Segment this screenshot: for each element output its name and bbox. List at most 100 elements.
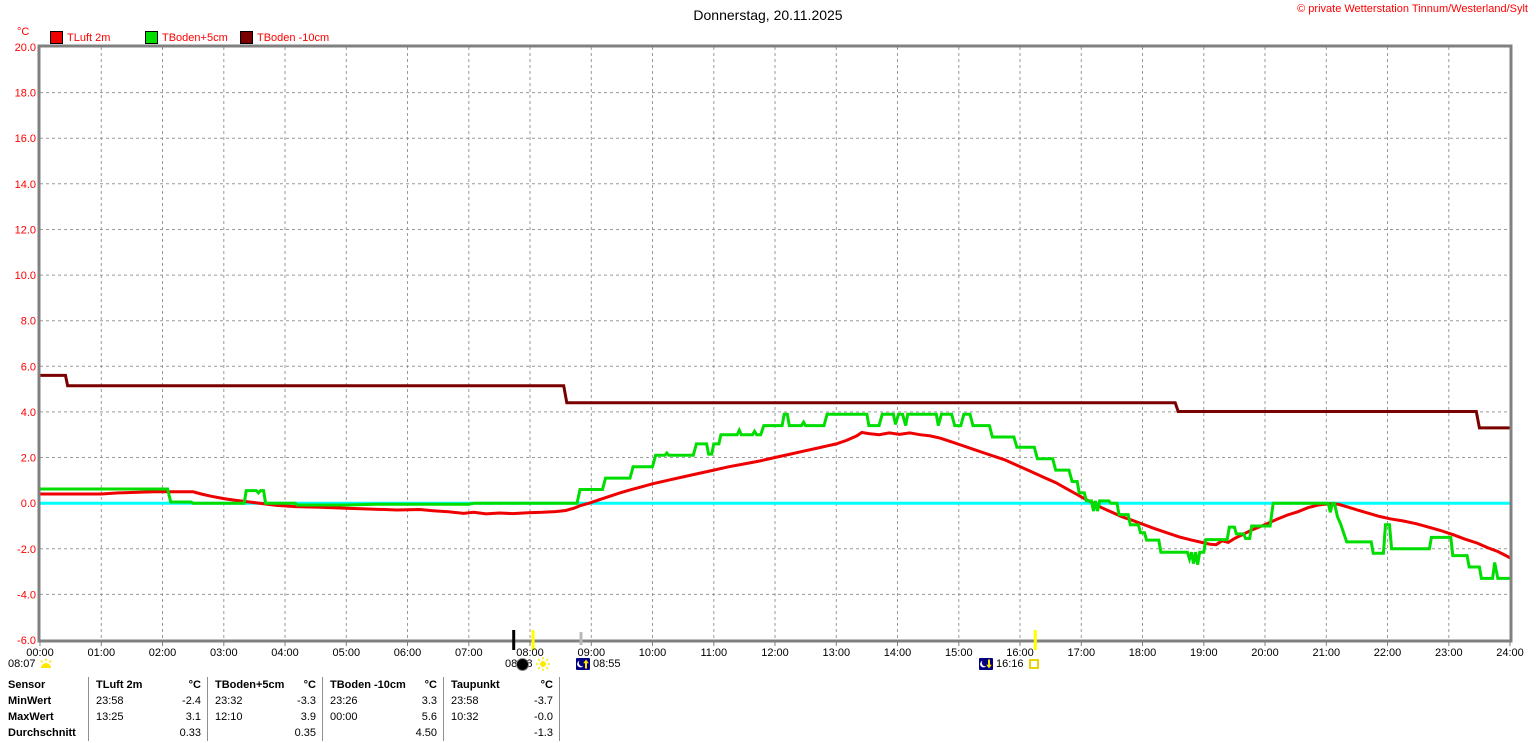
- sensor-name: TLuft 2m: [96, 679, 143, 691]
- x-axis-label: 24:00: [1496, 647, 1524, 659]
- x-axis-label: 17:00: [1068, 647, 1096, 659]
- min-time: 23:32: [215, 695, 243, 707]
- min-value: -3.3: [297, 695, 316, 707]
- x-axis-label: 08:00: [516, 647, 544, 659]
- table-col-header: TLuft 2m °C: [88, 677, 207, 693]
- chart-border: [37, 44, 1513, 643]
- y-axis-label: 20.0: [15, 42, 36, 54]
- sensor-unit: °C: [424, 679, 437, 691]
- x-axis-label: 02:00: [149, 647, 177, 659]
- y-axis-label: 10.0: [15, 270, 36, 282]
- x-axis-label: 06:00: [394, 647, 422, 659]
- table-cell: 13:25 3.1: [88, 709, 207, 725]
- legend-item-tboden-5cm: TBoden+5cm: [145, 30, 228, 45]
- min-time: 23:58: [96, 695, 124, 707]
- sun-icon: [535, 656, 550, 671]
- x-axis-label: 16:00: [1006, 647, 1034, 659]
- statistics-table: Sensor TLuft 2m °C TBoden+5cm °C TBoden …: [8, 677, 560, 741]
- moonset-time: 16:16: [996, 657, 1024, 670]
- x-axis-label: 13:00: [823, 647, 851, 659]
- new-moon-icon: [516, 657, 529, 671]
- table-row-label: MaxWert: [8, 711, 54, 723]
- table-cell: 12:10 3.9: [207, 709, 322, 725]
- x-axis-label: 15:00: [945, 647, 973, 659]
- table-cell: 00:00 5.6: [322, 709, 443, 725]
- y-axis-label: 6.0: [21, 361, 36, 373]
- y-axis-label: -2.0: [17, 544, 36, 556]
- avg-value: -1.3: [534, 727, 553, 739]
- x-axis-label: 21:00: [1313, 647, 1341, 659]
- x-axis-label: 07:00: [455, 647, 483, 659]
- y-axis-label: -4.0: [17, 589, 36, 601]
- x-axis-label: 23:00: [1435, 647, 1463, 659]
- table-corner-label: Sensor: [8, 679, 46, 691]
- sunrise-time: 08:07: [8, 657, 36, 670]
- table-row-label: Durchschnitt: [8, 727, 76, 739]
- max-time: 13:25: [96, 711, 124, 723]
- min-value: -2.4: [182, 695, 201, 707]
- y-axis-label: 4.0: [21, 407, 36, 419]
- avg-value: 4.50: [415, 727, 437, 739]
- y-axis-label: 18.0: [15, 88, 36, 100]
- table-cell: 4.50: [322, 725, 443, 741]
- page-title: Donnerstag, 20.11.2025: [693, 7, 843, 23]
- table-cell: 23:58 -3.7: [443, 693, 560, 709]
- max-value: 3.9: [300, 711, 316, 723]
- sensor-name: TBoden+5cm: [215, 679, 285, 691]
- sensor-unit: °C: [303, 679, 316, 691]
- max-value: -0.0: [534, 711, 553, 723]
- x-axis-label: 10:00: [639, 647, 667, 659]
- series-line-tboden-10cm: [40, 373, 1510, 430]
- table-cell: 10:32 -0.0: [443, 709, 560, 725]
- x-axis-label: 22:00: [1374, 647, 1402, 659]
- sensor-name: Taupunkt: [451, 679, 500, 691]
- legend-label: TLuft 2m: [67, 31, 111, 44]
- min-value: 3.3: [421, 695, 437, 707]
- legend-swatch-green: [145, 31, 158, 44]
- moonset-marker: 16:16: [979, 656, 1039, 671]
- table-col-header: TBoden+5cm °C: [207, 677, 322, 693]
- y-axis-label: -6.0: [17, 635, 36, 647]
- x-axis-label: 19:00: [1190, 647, 1218, 659]
- x-axis-label: 18:00: [1129, 647, 1157, 659]
- x-axis-label: 11:00: [700, 647, 727, 659]
- min-time: 23:58: [451, 695, 479, 707]
- max-time: 00:00: [330, 711, 358, 723]
- sensor-name: TBoden -10cm: [330, 679, 406, 691]
- legend-label: TBoden+5cm: [162, 31, 228, 44]
- x-axis-label: 09:00: [578, 647, 606, 659]
- sunrise-time-marker: 08:07: [8, 656, 53, 671]
- max-value: 5.6: [421, 711, 437, 723]
- moon-over-time: 08:08: [505, 657, 533, 671]
- table-cell: 0.33: [88, 725, 207, 741]
- table-cell: 23:26 3.3: [322, 693, 443, 709]
- y-axis-label: 2.0: [21, 453, 36, 465]
- y-axis-label: 0.0: [21, 498, 36, 510]
- legend-label: TBoden -10cm: [257, 31, 330, 44]
- x-axis-label: 20:00: [1251, 647, 1279, 659]
- legend-swatch-darkred: [240, 31, 253, 44]
- y-axis-label: 12.0: [15, 225, 36, 237]
- series-line-tluft-2m: [40, 430, 1511, 560]
- max-time: 12:10: [215, 711, 243, 723]
- moonset-icon: [979, 657, 993, 670]
- min-value: -3.7: [534, 695, 553, 707]
- x-axis-label: 01:00: [88, 647, 116, 659]
- y-axis-unit-label: °C: [17, 26, 30, 38]
- table-cell: 0.35: [207, 725, 322, 741]
- copyright-text: © private Wetterstation Tinnum/Westerlan…: [1297, 3, 1528, 15]
- x-axis-label: 00:00: [26, 647, 54, 659]
- avg-value: 0.33: [179, 727, 201, 739]
- moonrise-icon: [576, 657, 590, 670]
- x-axis-label: 03:00: [210, 647, 238, 659]
- temperature-line-chart: 00:00 01:00 02:00 03:00 04:00 05:00 06:00 07:00…: [15, 42, 1524, 659]
- avg-value: 0.35: [294, 727, 316, 739]
- table-cell: 23:32 -3.3: [207, 693, 322, 709]
- min-time: 23:26: [330, 695, 358, 707]
- x-axis-label: 14:00: [884, 647, 912, 659]
- moonrise-marker: 08:55: [576, 656, 621, 671]
- sunset-square-icon: [1028, 658, 1039, 669]
- table-col-header: TBoden -10cm °C: [322, 677, 443, 693]
- x-axis-label: 04:00: [271, 647, 299, 659]
